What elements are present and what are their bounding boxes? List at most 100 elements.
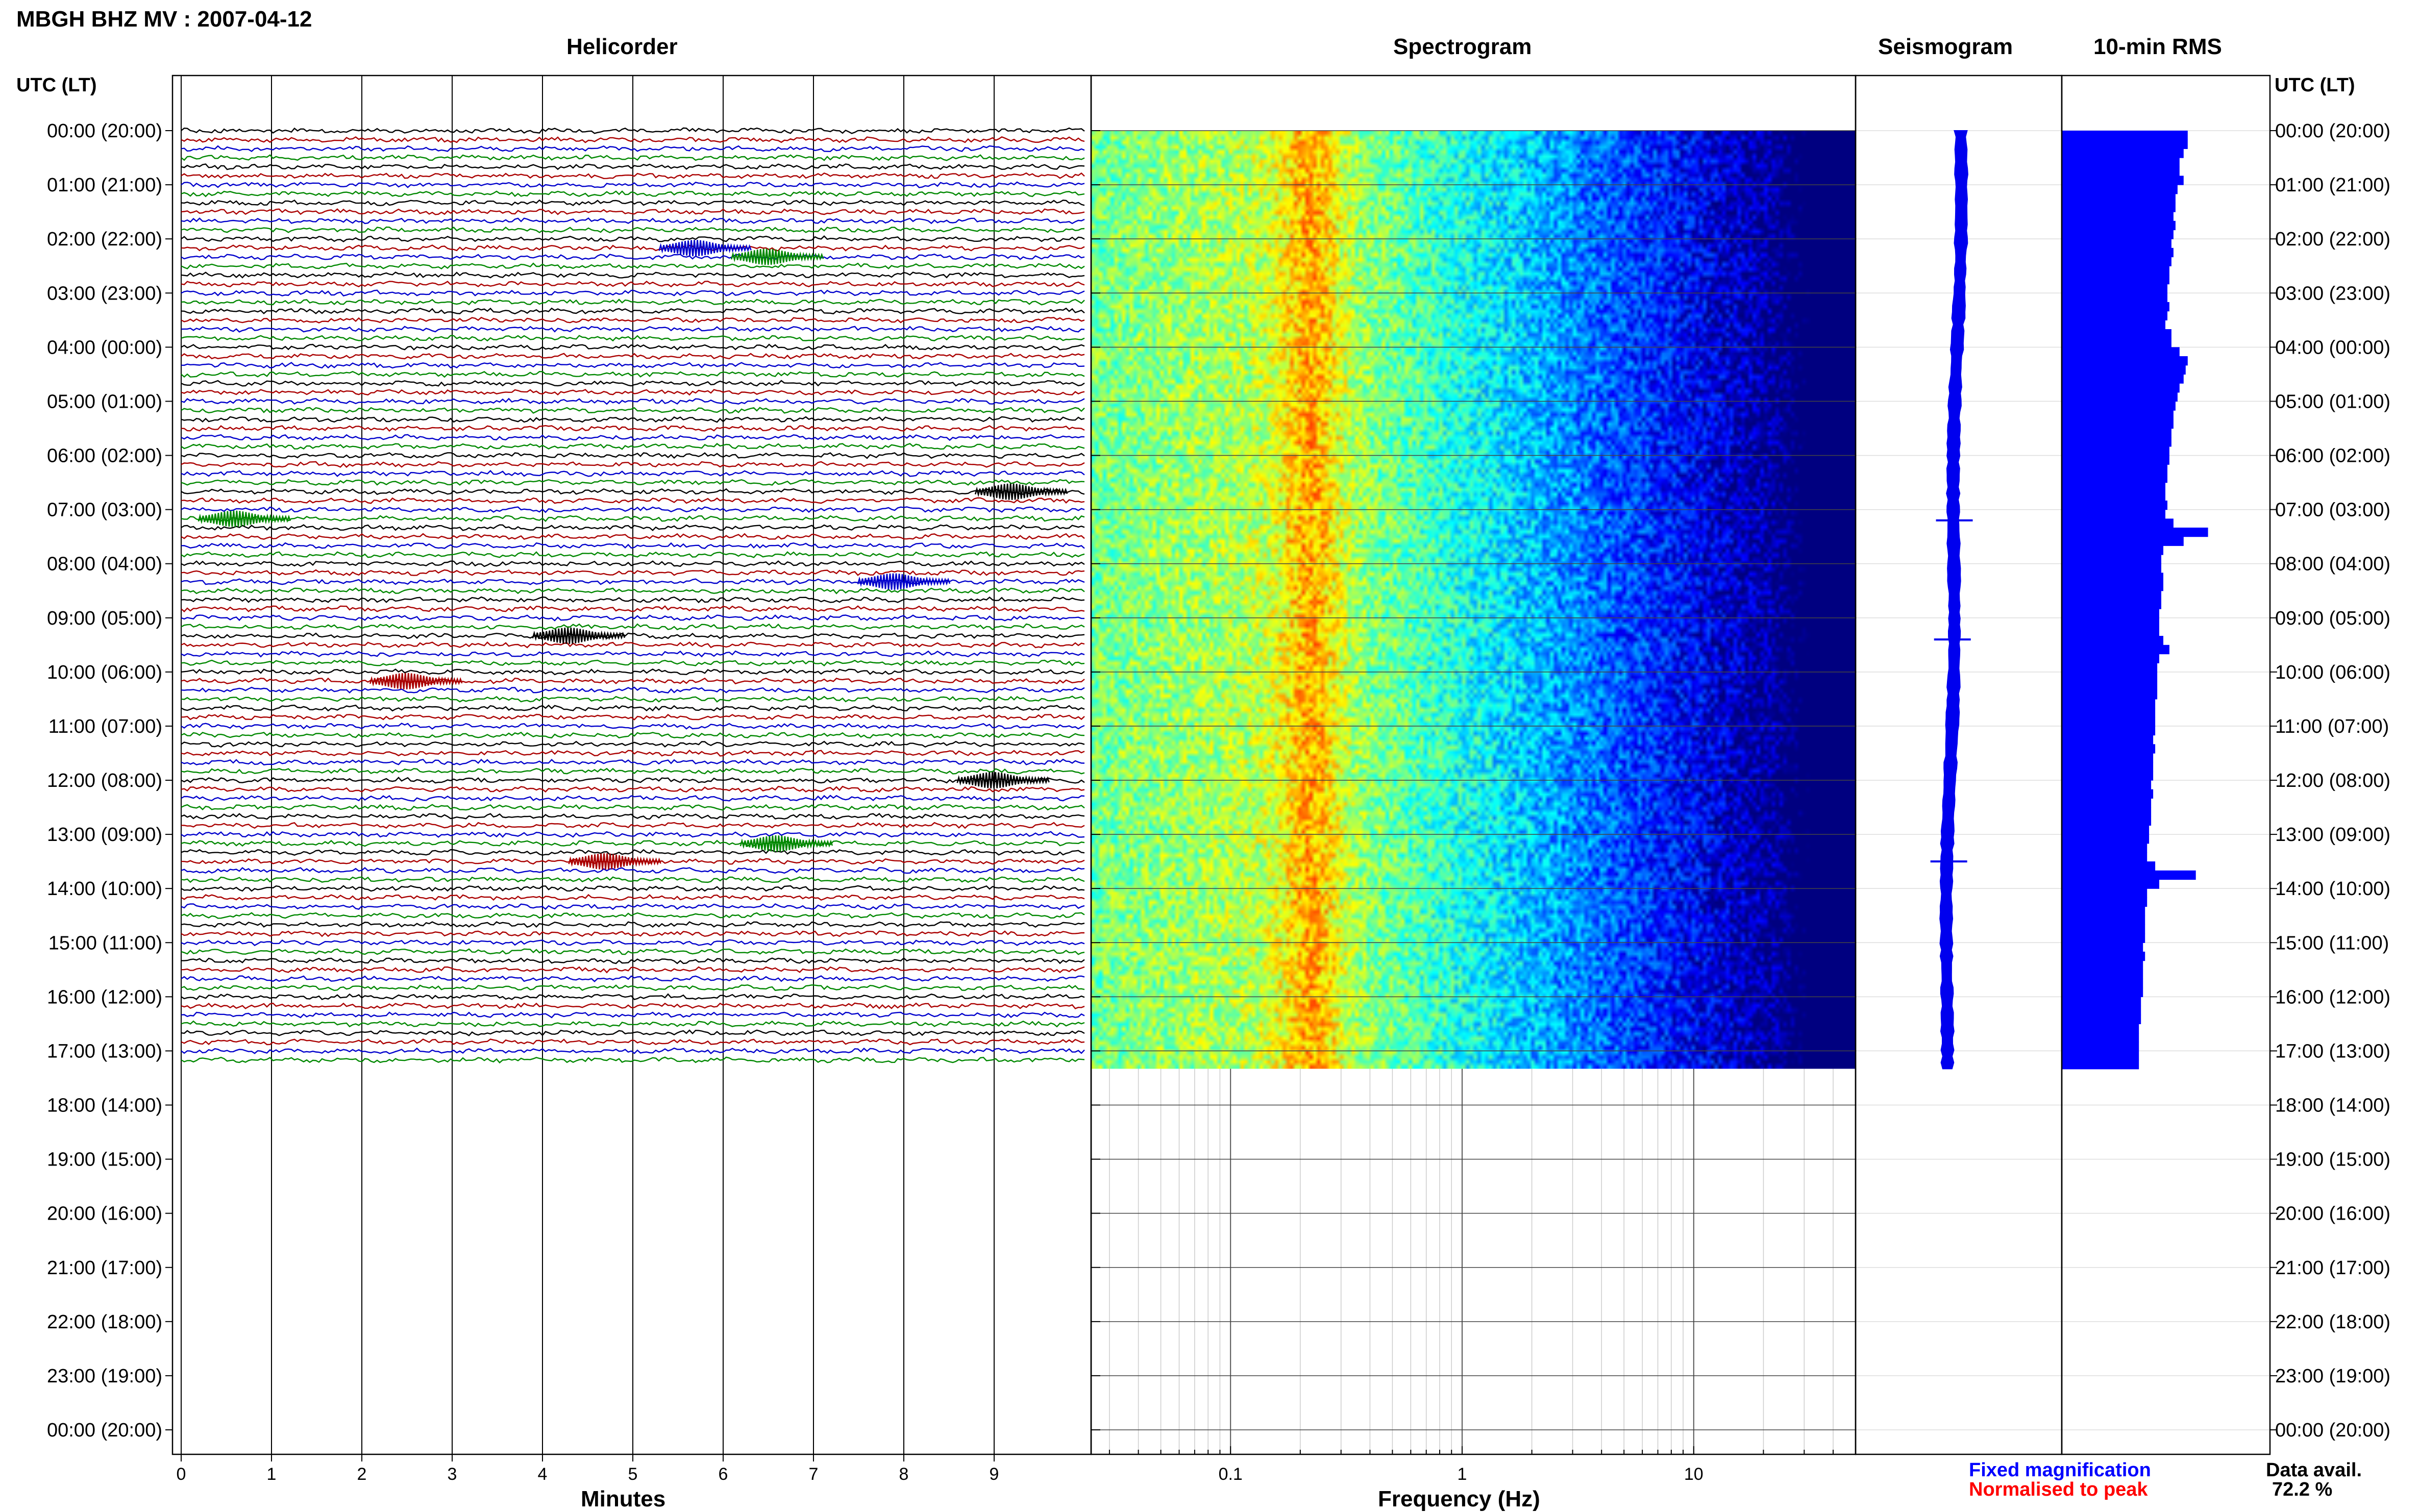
hour-label-right: 22:00 (18:00) bbox=[2275, 1311, 2390, 1333]
helicorder-trace bbox=[181, 894, 1085, 901]
helicorder-trace bbox=[181, 767, 1085, 775]
helicorder-trace bbox=[181, 704, 1085, 712]
rms-bar bbox=[2062, 347, 2180, 357]
spectrogram-x-tick-label: 1 bbox=[1458, 1465, 1467, 1484]
helicorder-trace bbox=[181, 993, 1085, 1000]
helicorder-event bbox=[857, 573, 951, 590]
helicorder-trace bbox=[181, 343, 1085, 351]
hour-label-right: 18:00 (14:00) bbox=[2275, 1095, 2390, 1117]
helicorder-trace bbox=[181, 569, 1085, 576]
hour-label-left: 23:00 (19:00) bbox=[47, 1366, 162, 1387]
rms-bar bbox=[2062, 158, 2180, 167]
rms-bar bbox=[2062, 546, 2163, 555]
helicorder-trace bbox=[181, 740, 1085, 748]
hour-label-left: 19:00 (15:00) bbox=[47, 1149, 162, 1171]
hour-label-left: 07:00 (03:00) bbox=[47, 500, 162, 521]
hour-label-left: 10:00 (06:00) bbox=[47, 662, 162, 683]
helicorder-trace bbox=[181, 469, 1085, 477]
station-title: MBGH BHZ MV : 2007-04-12 bbox=[16, 7, 312, 32]
rms-bar bbox=[2062, 825, 2150, 835]
spectrogram-x-tick-label: 10 bbox=[1684, 1465, 1704, 1484]
helicorder-trace bbox=[181, 488, 1085, 495]
hour-label-left: 09:00 (05:00) bbox=[47, 608, 162, 629]
legend-normalised-to-peak: Normalised to peak bbox=[1969, 1479, 2148, 1500]
hour-label-left: 00:00 (20:00) bbox=[47, 120, 162, 142]
helicorder-event bbox=[730, 249, 824, 265]
hour-label-right: 00:00 (20:00) bbox=[2275, 120, 2390, 142]
hour-label-left: 08:00 (04:00) bbox=[47, 554, 162, 575]
rms-bar bbox=[2062, 220, 2176, 231]
rms-bar bbox=[2062, 527, 2208, 537]
helicorder-panel bbox=[181, 76, 1085, 1461]
rms-bar bbox=[2062, 1051, 2139, 1060]
helicorder-trace bbox=[181, 244, 1085, 252]
rms-bar bbox=[2062, 726, 2156, 736]
helicorder-trace bbox=[181, 326, 1085, 333]
rms-bar bbox=[2062, 951, 2145, 961]
helicorder-trace bbox=[181, 731, 1085, 739]
helicorder-trace bbox=[181, 461, 1085, 468]
rms-bar bbox=[2062, 654, 2159, 663]
helicorder-trace bbox=[181, 939, 1085, 947]
rms-bar bbox=[2062, 166, 2180, 176]
rms-bar bbox=[2062, 193, 2176, 204]
spectrogram-image bbox=[1091, 131, 1856, 1069]
rms-bar bbox=[2062, 176, 2184, 185]
helicorder-trace bbox=[181, 163, 1085, 170]
rms-bar bbox=[2062, 275, 2169, 285]
rms-bar bbox=[2062, 1042, 2139, 1051]
helicorder-trace bbox=[181, 226, 1085, 234]
rms-bar bbox=[2062, 518, 2174, 528]
rms-bar bbox=[2062, 744, 2156, 754]
rms-bar bbox=[2062, 915, 2145, 925]
helicorder-x-tick-label: 7 bbox=[809, 1465, 819, 1484]
helicorder-x-tick-label: 4 bbox=[538, 1465, 548, 1484]
helicorder-trace bbox=[181, 1047, 1085, 1055]
time-axis-label-left: UTC (LT) bbox=[16, 75, 97, 96]
hour-label-right: 10:00 (06:00) bbox=[2275, 662, 2390, 683]
helicorder-trace bbox=[181, 912, 1085, 919]
hour-label-right: 01:00 (21:00) bbox=[2275, 175, 2390, 196]
helicorder-trace bbox=[181, 650, 1085, 658]
helicorder-trace bbox=[181, 271, 1085, 279]
rms-bar bbox=[2062, 365, 2186, 375]
helicorder-trace bbox=[181, 614, 1084, 622]
hour-label-left: 22:00 (18:00) bbox=[47, 1311, 162, 1333]
hour-label-right: 00:00 (20:00) bbox=[2275, 1420, 2390, 1441]
helicorder-event bbox=[369, 673, 463, 689]
helicorder-trace bbox=[181, 885, 1085, 892]
helicorder-trace bbox=[181, 839, 1085, 847]
hour-label-right: 15:00 (11:00) bbox=[2275, 932, 2389, 954]
rms-bar bbox=[2062, 780, 2152, 790]
helicorder-trace bbox=[181, 280, 1085, 288]
spectrogram-xlabel: Frequency (Hz) bbox=[1378, 1486, 1540, 1511]
hour-label-left: 03:00 (23:00) bbox=[47, 283, 162, 304]
rms-bar bbox=[2062, 582, 2163, 591]
helicorder-trace bbox=[181, 181, 1085, 188]
helicorder-trace bbox=[181, 1002, 1085, 1009]
hour-label-left: 02:00 (22:00) bbox=[47, 229, 162, 250]
hour-label-right: 20:00 (16:00) bbox=[2275, 1203, 2390, 1225]
helicorder-trace bbox=[181, 696, 1085, 703]
rms-bar bbox=[2062, 717, 2156, 727]
helicorder-trace bbox=[181, 1011, 1085, 1019]
rms-bar bbox=[2062, 203, 2176, 212]
rms-bar bbox=[2062, 897, 2148, 907]
helicorder-trace bbox=[181, 307, 1085, 315]
helicorder-trace bbox=[181, 758, 1085, 766]
helicorder-trace bbox=[181, 136, 1085, 143]
rms-bar bbox=[2062, 879, 2159, 889]
rms-bar bbox=[2062, 392, 2178, 402]
rms-bar bbox=[2062, 852, 2148, 862]
hour-label-left: 16:00 (12:00) bbox=[47, 986, 162, 1008]
helicorder-trace bbox=[181, 416, 1085, 423]
rms-bar bbox=[2062, 338, 2171, 348]
rms-bar bbox=[2062, 681, 2158, 690]
rms-bar bbox=[2062, 212, 2174, 221]
hour-label-left: 14:00 (10:00) bbox=[47, 878, 162, 900]
helicorder-trace bbox=[181, 795, 1085, 802]
helicorder-trace bbox=[181, 822, 1085, 829]
helicorder-trace bbox=[181, 316, 1085, 324]
